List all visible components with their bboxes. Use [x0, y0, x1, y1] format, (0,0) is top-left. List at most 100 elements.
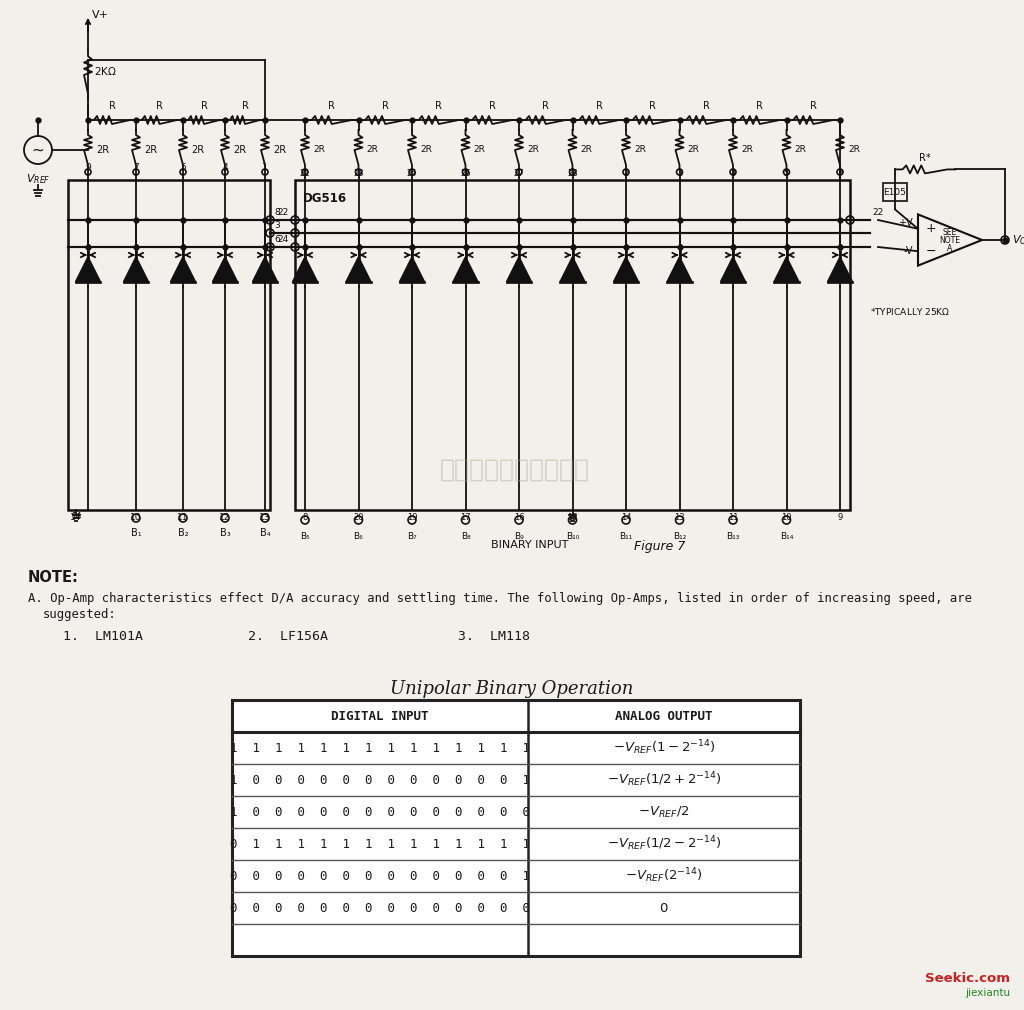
- Text: R: R: [757, 101, 763, 111]
- Text: $-V_{REF}(2^{-14})$: $-V_{REF}(2^{-14})$: [625, 867, 702, 886]
- Text: R: R: [329, 101, 335, 111]
- Text: Seekic.com: Seekic.com: [925, 972, 1010, 985]
- Text: DG516: DG516: [303, 192, 347, 205]
- Text: 1  0  0  0  0  0  0  0  0  0  0  0  0  1: 1 0 0 0 0 0 0 0 0 0 0 0 0 1: [230, 774, 530, 787]
- Polygon shape: [171, 258, 196, 282]
- Text: NOTE:: NOTE:: [28, 570, 79, 585]
- Text: 2R: 2R: [273, 145, 286, 155]
- Text: $-V_{REF}(1/2 -2^{-14})$: $-V_{REF}(1/2 -2^{-14})$: [606, 834, 722, 853]
- Text: *TYPICALLY 25K$\Omega$: *TYPICALLY 25K$\Omega$: [870, 306, 950, 317]
- Text: $0$: $0$: [659, 902, 669, 914]
- Text: 2.  LF156A: 2. LF156A: [248, 630, 328, 643]
- Text: 3: 3: [274, 221, 280, 230]
- Text: R: R: [543, 101, 549, 111]
- Polygon shape: [213, 258, 238, 282]
- Polygon shape: [253, 258, 278, 282]
- Text: R: R: [242, 101, 249, 111]
- Text: 杭州将富科技有限公司: 杭州将富科技有限公司: [440, 458, 590, 482]
- Text: 2R: 2R: [367, 145, 379, 155]
- Text: 1: 1: [262, 163, 268, 172]
- Text: 2R: 2R: [795, 145, 806, 155]
- Text: R: R: [382, 101, 389, 111]
- Text: 9: 9: [838, 513, 843, 522]
- Text: B₄: B₄: [260, 528, 270, 538]
- Polygon shape: [560, 258, 585, 282]
- Text: 2R: 2R: [581, 145, 592, 155]
- Text: $V_{OUT}$: $V_{OUT}$: [1012, 233, 1024, 246]
- Text: suggested:: suggested:: [43, 608, 117, 621]
- Text: 26: 26: [460, 169, 471, 178]
- Text: B₃: B₃: [219, 528, 230, 538]
- Polygon shape: [668, 258, 692, 282]
- Text: ANALOG OUTPUT: ANALOG OUTPUT: [615, 709, 713, 722]
- Text: R: R: [702, 101, 710, 111]
- Bar: [232, 700, 800, 956]
- Text: B₂: B₂: [178, 528, 188, 538]
- Text: $V_{REF}$: $V_{REF}$: [26, 172, 50, 186]
- Text: B₅: B₅: [300, 532, 310, 541]
- Text: 2R: 2R: [313, 145, 325, 155]
- Text: 4: 4: [222, 163, 227, 172]
- Text: 3.  LM118: 3. LM118: [458, 630, 530, 643]
- Bar: [883, 184, 907, 201]
- Polygon shape: [507, 258, 531, 282]
- Text: 22: 22: [872, 208, 884, 217]
- Text: 16: 16: [514, 513, 524, 522]
- Text: R: R: [109, 101, 116, 111]
- Text: +V: +V: [898, 218, 913, 228]
- Text: V+: V+: [92, 10, 109, 20]
- Text: 7: 7: [133, 163, 139, 172]
- Text: $-V_{REF}(1/2 + 2^{-14})$: $-V_{REF}(1/2 + 2^{-14})$: [606, 771, 722, 790]
- Text: E105: E105: [884, 188, 906, 197]
- Text: R: R: [810, 101, 817, 111]
- Text: −: −: [926, 244, 936, 258]
- Text: B₆: B₆: [353, 532, 364, 541]
- Text: 2R: 2R: [191, 145, 204, 155]
- Text: B₉: B₉: [514, 532, 524, 541]
- Text: Unipolar Binary Operation: Unipolar Binary Operation: [390, 680, 634, 698]
- Text: 2R: 2R: [634, 145, 646, 155]
- Text: SEE: SEE: [943, 228, 957, 237]
- Text: A: A: [947, 244, 952, 252]
- Text: 13: 13: [674, 513, 685, 522]
- Polygon shape: [454, 258, 478, 282]
- Text: B₈: B₈: [461, 532, 470, 541]
- Text: 1  1  1  1  1  1  1  1  1  1  1  1  1  1: 1 1 1 1 1 1 1 1 1 1 1 1 1 1: [230, 741, 530, 754]
- Polygon shape: [774, 258, 799, 282]
- Text: 12: 12: [219, 513, 230, 522]
- Text: R: R: [435, 101, 442, 111]
- Text: 1  0  0  0  0  0  0  0  0  0  0  0  0  0: 1 0 0 0 0 0 0 0 0 0 0 0 0 0: [230, 806, 530, 818]
- Polygon shape: [346, 258, 371, 282]
- Text: 2R: 2R: [741, 145, 753, 155]
- Text: 20: 20: [353, 513, 364, 522]
- Text: 9: 9: [85, 163, 91, 172]
- Text: +: +: [926, 222, 936, 235]
- Text: 8: 8: [302, 513, 307, 522]
- Text: 2K$\Omega$: 2K$\Omega$: [94, 65, 117, 77]
- Text: 4: 4: [730, 169, 735, 178]
- Text: 1.  LM101A: 1. LM101A: [63, 630, 143, 643]
- Text: 19: 19: [407, 513, 417, 522]
- Text: 5: 5: [180, 163, 186, 172]
- Polygon shape: [721, 258, 745, 282]
- Text: 0  1  1  1  1  1  1  1  1  1  1  1  1  1: 0 1 1 1 1 1 1 1 1 1 1 1 1 1: [230, 837, 530, 850]
- Text: 14: 14: [71, 513, 82, 522]
- Text: NOTE: NOTE: [939, 236, 961, 245]
- Text: B₁: B₁: [131, 528, 141, 538]
- Text: 2R: 2R: [848, 145, 860, 155]
- Text: 21: 21: [300, 169, 310, 178]
- Polygon shape: [827, 258, 852, 282]
- Polygon shape: [293, 258, 317, 282]
- Text: Figure 7: Figure 7: [634, 540, 686, 553]
- Text: R*: R*: [920, 154, 931, 164]
- Text: 14: 14: [621, 513, 631, 522]
- Text: B₇: B₇: [408, 532, 417, 541]
- Text: DIGITAL INPUT: DIGITAL INPUT: [331, 709, 429, 722]
- Text: 0  0  0  0  0  0  0  0  0  0  0  0  0  1: 0 0 0 0 0 0 0 0 0 0 0 0 0 1: [230, 870, 530, 883]
- Text: 2R: 2R: [233, 145, 246, 155]
- Text: 3: 3: [677, 169, 682, 178]
- Text: 2: 2: [624, 169, 629, 178]
- Text: ~: ~: [32, 142, 44, 158]
- Text: 27: 27: [514, 169, 524, 178]
- Text: 6: 6: [274, 235, 280, 244]
